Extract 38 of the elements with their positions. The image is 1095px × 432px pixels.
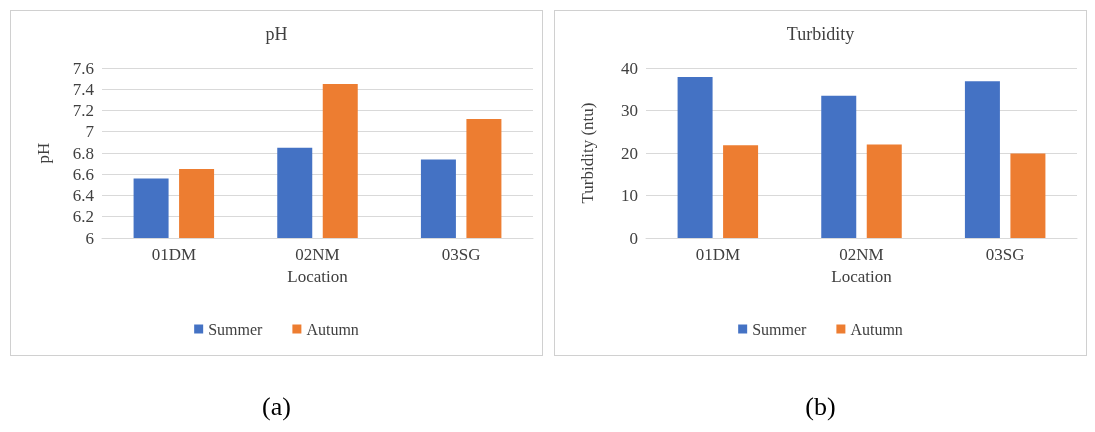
x-tick-label: 01DM — [695, 245, 741, 264]
chart-title: Turbidity — [786, 24, 855, 44]
y-tick-label: 6 — [85, 228, 94, 248]
x-tick-label: 03SG — [441, 245, 481, 264]
chart-title: pH — [265, 24, 288, 44]
legend-label: Summer — [752, 320, 808, 338]
bar — [964, 81, 1000, 238]
legend-label: Summer — [208, 320, 264, 338]
y-tick-label: 7 — [85, 122, 95, 142]
bar — [866, 144, 902, 238]
y-axis-title: Turbidity (ntu) — [578, 102, 597, 204]
y-tick-label: 6.6 — [72, 164, 94, 184]
text: (b) — [804, 392, 837, 422]
bar — [821, 95, 857, 238]
y-tick-label: 30 — [621, 101, 638, 120]
y-tick-label: 6.4 — [72, 186, 95, 205]
y-tick-label: 10 — [621, 186, 638, 205]
x-tick-label: 01DM — [151, 245, 197, 264]
legend-label: Autumn — [850, 320, 903, 338]
bar — [1010, 153, 1046, 238]
y-tick-label: 7.6 — [72, 58, 94, 78]
text: (a) — [261, 392, 292, 422]
y-tick-label: 20 — [621, 143, 638, 163]
y-tick-label: 6.2 — [72, 207, 94, 227]
y-tick-label: 0 — [629, 228, 638, 248]
legend-label: Autumn — [306, 320, 359, 338]
y-tick-label: 7.4 — [72, 79, 95, 99]
x-tick-label: 02NM — [295, 245, 340, 264]
y-tick-label: 40 — [621, 58, 638, 78]
x-axis-title: Location — [831, 267, 893, 286]
x-tick-label: 02NM — [839, 245, 884, 264]
bar — [677, 76, 713, 238]
y-tick-label: 6.8 — [72, 143, 94, 163]
x-tick-label: 03SG — [985, 245, 1025, 264]
x-axis-title: Location — [287, 267, 349, 286]
bar — [723, 145, 759, 238]
y-axis-title: pH — [34, 142, 53, 164]
y-tick-label: 7.2 — [72, 101, 94, 120]
